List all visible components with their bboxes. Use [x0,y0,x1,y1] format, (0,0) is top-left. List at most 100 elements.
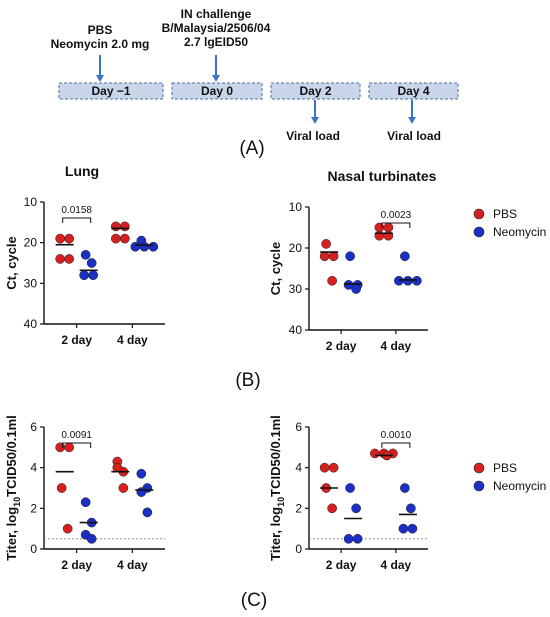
data-point [142,507,153,518]
data-point [328,251,339,262]
y-tick-label: 40 [289,323,303,337]
data-point [400,251,410,262]
y-tick-label: 6 [30,420,37,434]
data-point [112,462,123,473]
x-tick-label: 4 day [381,339,412,353]
timeline-annotation: Neomycin 2.0 mg [51,37,150,51]
timeline-annotation: PBS [88,23,113,37]
dot-plot: Lung 10 20 30 40 Ct, cycle 2 day 4 day 0.0158 [4,163,165,347]
significance-bracket [381,222,411,228]
y-tick-label: 30 [289,282,303,296]
timeline-box [58,82,164,100]
data-point [407,523,418,534]
data-point [412,275,422,286]
legend-label: Neomycin [493,225,546,239]
y-axis-label: Ct, cycle [4,236,19,289]
chart-title: Nasal turbinates [328,168,437,184]
timeline-readout-label: Viral load [387,129,441,143]
data-point [80,497,91,508]
x-tick-label: 2 day [61,558,92,572]
timeline-box-label: Day 4 [397,84,429,98]
data-point [403,275,413,286]
data-point [148,241,159,252]
y-tick-label: 40 [24,317,38,331]
x-tick-label: 2 day [61,333,92,347]
timeline-box-label: Day −1 [91,84,130,98]
data-point [370,448,380,459]
y-tick-label: 6 [295,420,302,434]
data-point [345,483,355,493]
data-point [88,270,99,281]
data-point [55,254,66,264]
timeline-box-label: Day 2 [299,84,331,98]
y-tick-label: 20 [24,236,38,250]
significance-p-value: 0.0010 [381,430,412,441]
panel-label: (A) [239,138,264,159]
significance-bracket [62,442,92,448]
data-point [80,250,91,260]
data-point [55,233,66,244]
data-point [130,241,141,252]
y-tick-label: 0 [30,542,37,556]
x-tick-label: 4 day [117,333,148,347]
y-tick-label: 30 [24,276,38,290]
data-point [136,468,147,479]
data-point [352,533,363,544]
y-tick-label: 10 [24,195,38,209]
data-point [118,483,129,493]
data-point [64,233,75,244]
x-tick-label: 4 day [117,558,148,572]
data-point [119,221,130,232]
x-tick-label: 2 day [326,558,357,572]
y-tick-label: 0 [295,542,302,556]
data-point [62,523,73,534]
data-point [343,533,354,544]
data-point [383,222,394,233]
y-tick-label: 4 [295,461,302,475]
data-point [394,275,404,286]
legend-marker [473,208,485,220]
legend-marker [473,462,485,474]
timeline-arrow-head [96,75,104,82]
y-axis-label: Titer, log10TCID50/0.1ml [4,415,22,561]
data-point [406,503,416,514]
data-point [319,251,330,262]
timeline-annotation: IN challenge [181,7,252,21]
data-point [136,487,147,497]
data-point [119,233,130,244]
significance-p-value: 0.0023 [381,210,412,221]
data-point [110,221,121,232]
significance-p-value: 0.0158 [61,205,92,216]
timeline-box [368,82,459,100]
y-tick-label: 10 [289,200,303,214]
legend-marker [473,480,485,492]
y-tick-label: 20 [289,241,303,255]
dot-plot: Nasal turbinates 10 20 30 40 Ct, cycle 2 day 4 … [268,168,437,353]
y-tick-label: 2 [295,501,302,515]
panel-label: (C) [241,590,267,611]
timeline-box [171,82,263,100]
y-axis-label: Titer, log10TCID50/0.1ml [268,415,286,561]
data-point [86,258,97,268]
data-point [327,275,337,286]
significance-bracket [62,217,92,223]
timeline-arrow-head [408,117,416,124]
data-point [110,233,121,244]
data-point [64,442,75,453]
panel-label: (B) [235,370,260,391]
timeline-annotation: 2.7 lgEID50 [184,35,248,49]
data-point [64,254,75,264]
timeline-annotation: B/Malaysia/2506/04 [162,21,271,35]
significance-bracket [381,442,411,448]
legend-marker [473,226,485,238]
legend-label: PBS [493,207,517,221]
dot-plot: 0 2 4 6 Titer, log10TCID50/0.1ml 2 day 4 day 0.… [268,415,428,572]
data-point [139,241,150,252]
significance-p-value: 0.0091 [61,430,92,441]
data-point [351,284,361,294]
timeline-arrow-head [212,75,220,82]
data-point [319,462,330,473]
data-point [351,503,361,514]
timeline-box-label: Day 0 [201,84,233,98]
x-tick-label: 2 day [326,339,357,353]
